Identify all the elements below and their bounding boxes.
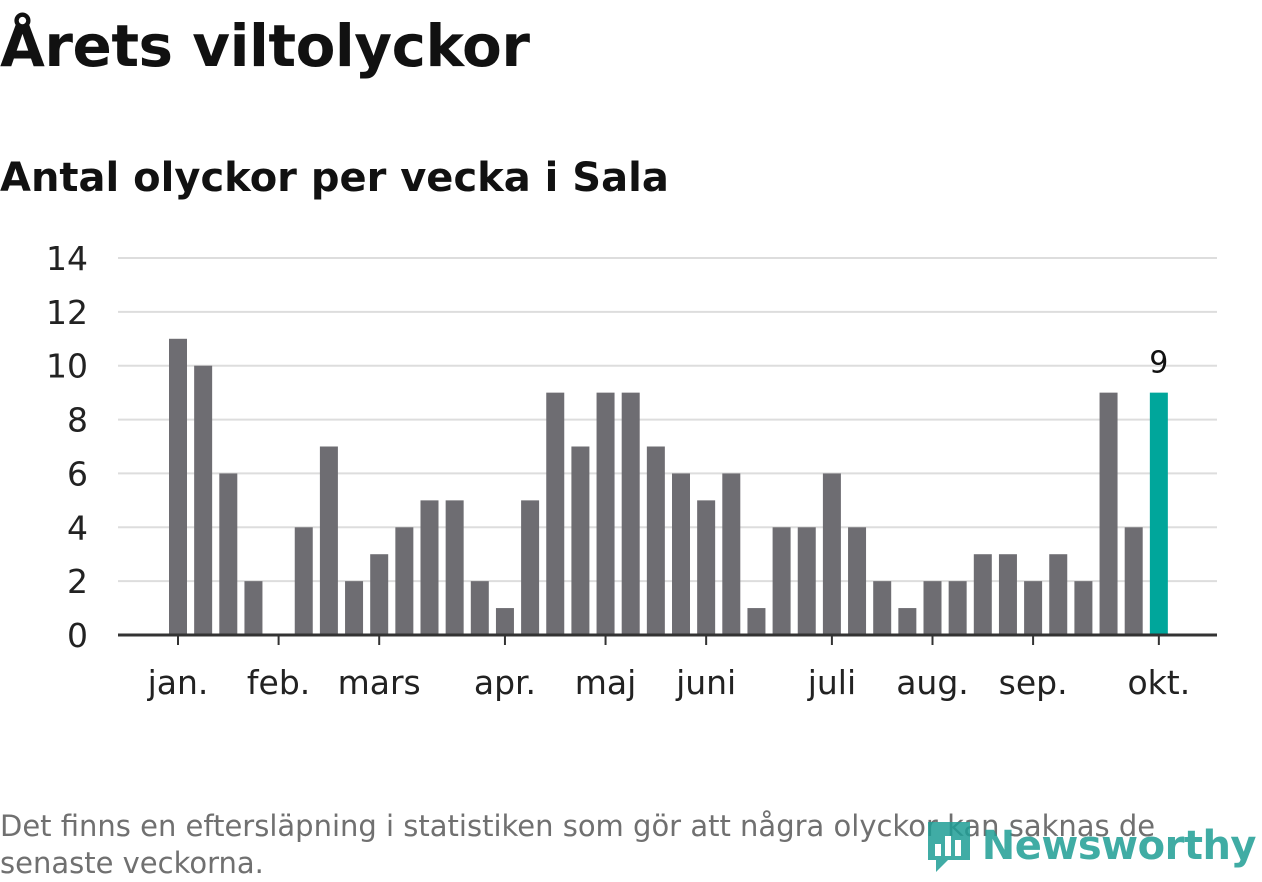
bar-chart: 0 2 4 6 8 10 12 14 9 jan. feb. mars apr. maj juni jul… — [46, 239, 1217, 702]
bar — [1099, 392, 1118, 635]
bar — [1074, 581, 1093, 635]
bar — [219, 473, 238, 635]
bar — [948, 581, 967, 635]
bar — [772, 527, 791, 635]
bar — [470, 581, 489, 635]
x-tick-label: sep. — [999, 663, 1068, 702]
bar — [319, 446, 338, 635]
y-tick-label: 6 — [67, 454, 88, 493]
y-axis: 0 2 4 6 8 10 12 14 — [46, 239, 88, 655]
bar — [697, 500, 716, 635]
x-tick-label: okt. — [1127, 663, 1190, 702]
newsworthy-logo: Newsworthy — [924, 818, 1257, 874]
bar — [495, 608, 514, 635]
bar — [345, 581, 364, 635]
bar — [445, 500, 464, 635]
y-tick-label: 10 — [46, 347, 88, 386]
bar — [244, 581, 263, 635]
x-tick-label: feb. — [247, 663, 310, 702]
chart-title: Årets viltolyckor — [0, 12, 530, 80]
bar — [747, 608, 766, 635]
y-tick-label: 14 — [46, 239, 88, 278]
bar — [420, 500, 439, 635]
bar — [294, 527, 313, 635]
bar — [521, 500, 540, 635]
bar — [621, 392, 640, 635]
x-tick-label: aug. — [896, 663, 969, 702]
bar — [822, 473, 841, 635]
bar — [1124, 527, 1143, 635]
brand-name: Newsworthy — [981, 823, 1257, 869]
bar — [722, 473, 741, 635]
bar — [596, 392, 615, 635]
bar — [873, 581, 892, 635]
gridlines — [118, 257, 1217, 583]
y-tick-label: 4 — [67, 508, 88, 547]
x-axis: jan. feb. mars apr. maj juni juli aug. sep. okt. — [118, 633, 1217, 702]
y-tick-label: 0 — [67, 616, 88, 655]
bar-highlight — [1149, 392, 1168, 635]
bar — [1024, 581, 1043, 635]
bar — [571, 446, 590, 635]
bars: 9 — [169, 338, 1168, 635]
bar — [194, 365, 213, 635]
x-tick-label: maj — [575, 663, 637, 702]
chart-bubble-icon — [927, 822, 970, 872]
x-tick-label: jan. — [147, 663, 209, 702]
x-tick-label: mars — [338, 663, 421, 702]
bar — [672, 473, 690, 635]
x-tick-label: juni — [675, 663, 736, 702]
bar — [395, 527, 414, 635]
y-tick-label: 8 — [67, 401, 88, 440]
y-tick-label: 12 — [46, 293, 88, 332]
bar — [169, 338, 187, 635]
chart-subtitle: Antal olyckor per vecka i Sala — [0, 155, 669, 201]
y-tick-label: 2 — [67, 562, 88, 601]
bar — [370, 554, 389, 635]
bar — [923, 581, 942, 635]
bar — [646, 446, 665, 635]
bar — [998, 554, 1017, 635]
x-tick-label: juli — [807, 663, 856, 702]
bar — [898, 608, 917, 635]
bar — [546, 392, 565, 635]
bar — [797, 527, 816, 635]
bar — [848, 527, 867, 635]
bar — [1049, 554, 1068, 635]
highlight-value-label: 9 — [1149, 346, 1168, 381]
x-tick-label: apr. — [474, 663, 536, 702]
bar — [973, 554, 992, 635]
